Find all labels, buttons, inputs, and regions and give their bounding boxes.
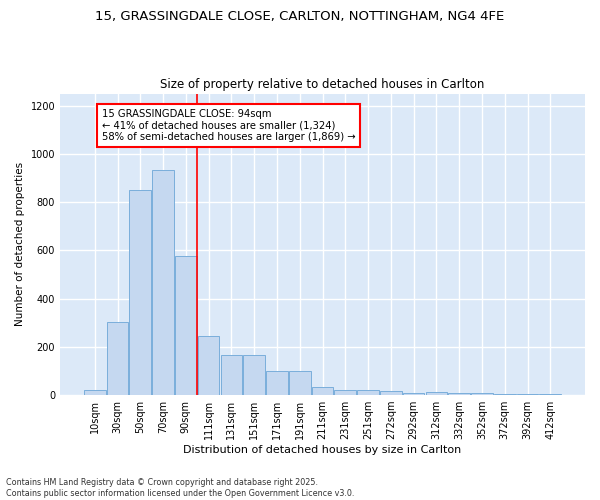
Bar [448,393,470,395]
Bar [539,394,561,395]
Bar [244,356,265,395]
Bar [84,390,106,395]
Bar [107,322,128,395]
Bar [494,394,515,395]
Bar [289,371,311,395]
Bar [517,394,538,395]
Bar [198,336,220,395]
Text: Contains HM Land Registry data © Crown copyright and database right 2025.
Contai: Contains HM Land Registry data © Crown c… [6,478,355,498]
Bar [152,170,174,395]
Bar [266,371,288,395]
Bar [425,392,447,395]
Bar [130,190,151,395]
Bar [221,356,242,395]
Bar [175,256,197,395]
Bar [334,390,356,395]
Bar [403,393,424,395]
Title: Size of property relative to detached houses in Carlton: Size of property relative to detached ho… [160,78,485,91]
Y-axis label: Number of detached properties: Number of detached properties [15,162,25,326]
X-axis label: Distribution of detached houses by size in Carlton: Distribution of detached houses by size … [184,445,461,455]
Bar [357,390,379,395]
Text: 15, GRASSINGDALE CLOSE, CARLTON, NOTTINGHAM, NG4 4FE: 15, GRASSINGDALE CLOSE, CARLTON, NOTTING… [95,10,505,23]
Text: 15 GRASSINGDALE CLOSE: 94sqm
← 41% of detached houses are smaller (1,324)
58% of: 15 GRASSINGDALE CLOSE: 94sqm ← 41% of de… [101,109,355,142]
Bar [471,393,493,395]
Bar [312,388,334,395]
Bar [380,392,401,395]
